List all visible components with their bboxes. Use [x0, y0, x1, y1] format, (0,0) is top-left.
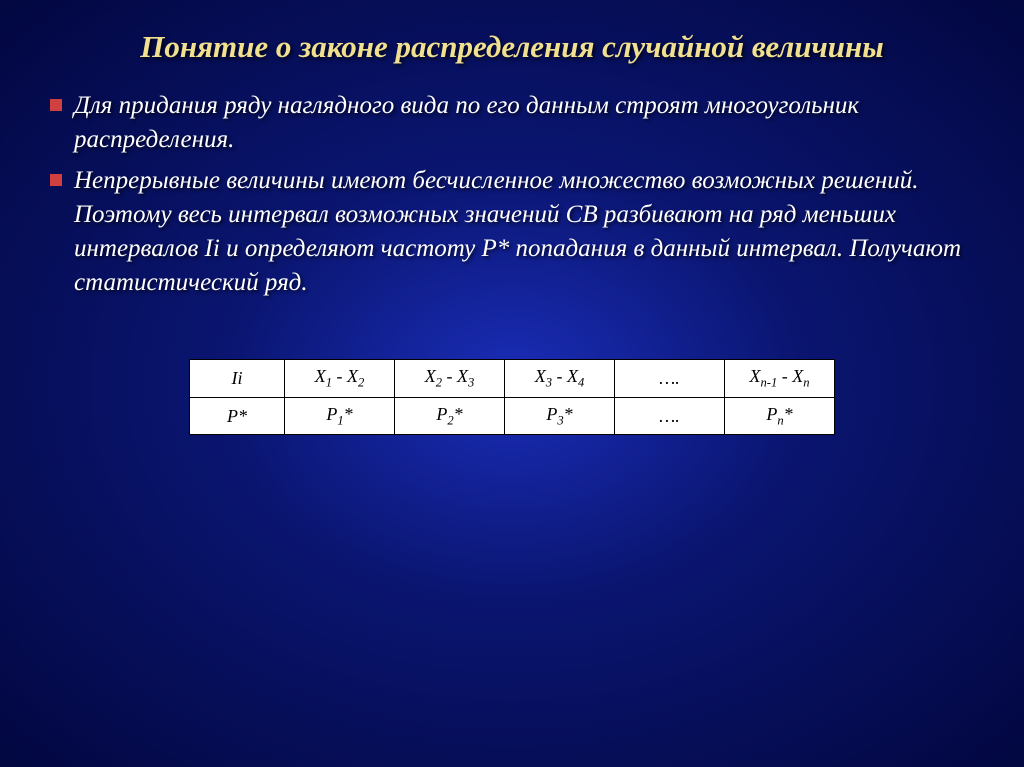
slide-container: Понятие о законе распределения случайной…	[0, 0, 1024, 463]
bullet-text: Непрерывные величины имеют бесчисленное …	[74, 164, 974, 299]
bullet-text: Для придания ряду наглядного вида по его…	[74, 89, 974, 157]
table-cell: Ii	[190, 360, 285, 398]
table-cell: Xn-1 - Xn	[725, 360, 835, 398]
table-cell: Pn*	[725, 397, 835, 435]
table-row: Ii X1 - X2 X2 - X3 X3 - X4 …. Xn-1 - Xn	[190, 360, 835, 398]
slide-title: Понятие о законе распределения случайной…	[50, 28, 974, 67]
table-row: P* P1* P2* P3* …. Pn*	[190, 397, 835, 435]
bullet-square-icon	[50, 174, 62, 186]
table-cell: P2*	[395, 397, 505, 435]
table-cell: ….	[615, 397, 725, 435]
table-cell: P*	[190, 397, 285, 435]
bullet-square-icon	[50, 99, 62, 111]
statistical-series-table: Ii X1 - X2 X2 - X3 X3 - X4 …. Xn-1 - Xn …	[189, 359, 835, 435]
table-cell: ….	[615, 360, 725, 398]
table-cell: X3 - X4	[505, 360, 615, 398]
table-cell: X1 - X2	[285, 360, 395, 398]
bullet-item: Непрерывные величины имеют бесчисленное …	[50, 164, 974, 299]
table-cell: P3*	[505, 397, 615, 435]
table-cell: X2 - X3	[395, 360, 505, 398]
table-cell: P1*	[285, 397, 395, 435]
bullet-item: Для придания ряду наглядного вида по его…	[50, 89, 974, 157]
table-container: Ii X1 - X2 X2 - X3 X3 - X4 …. Xn-1 - Xn …	[50, 359, 974, 435]
